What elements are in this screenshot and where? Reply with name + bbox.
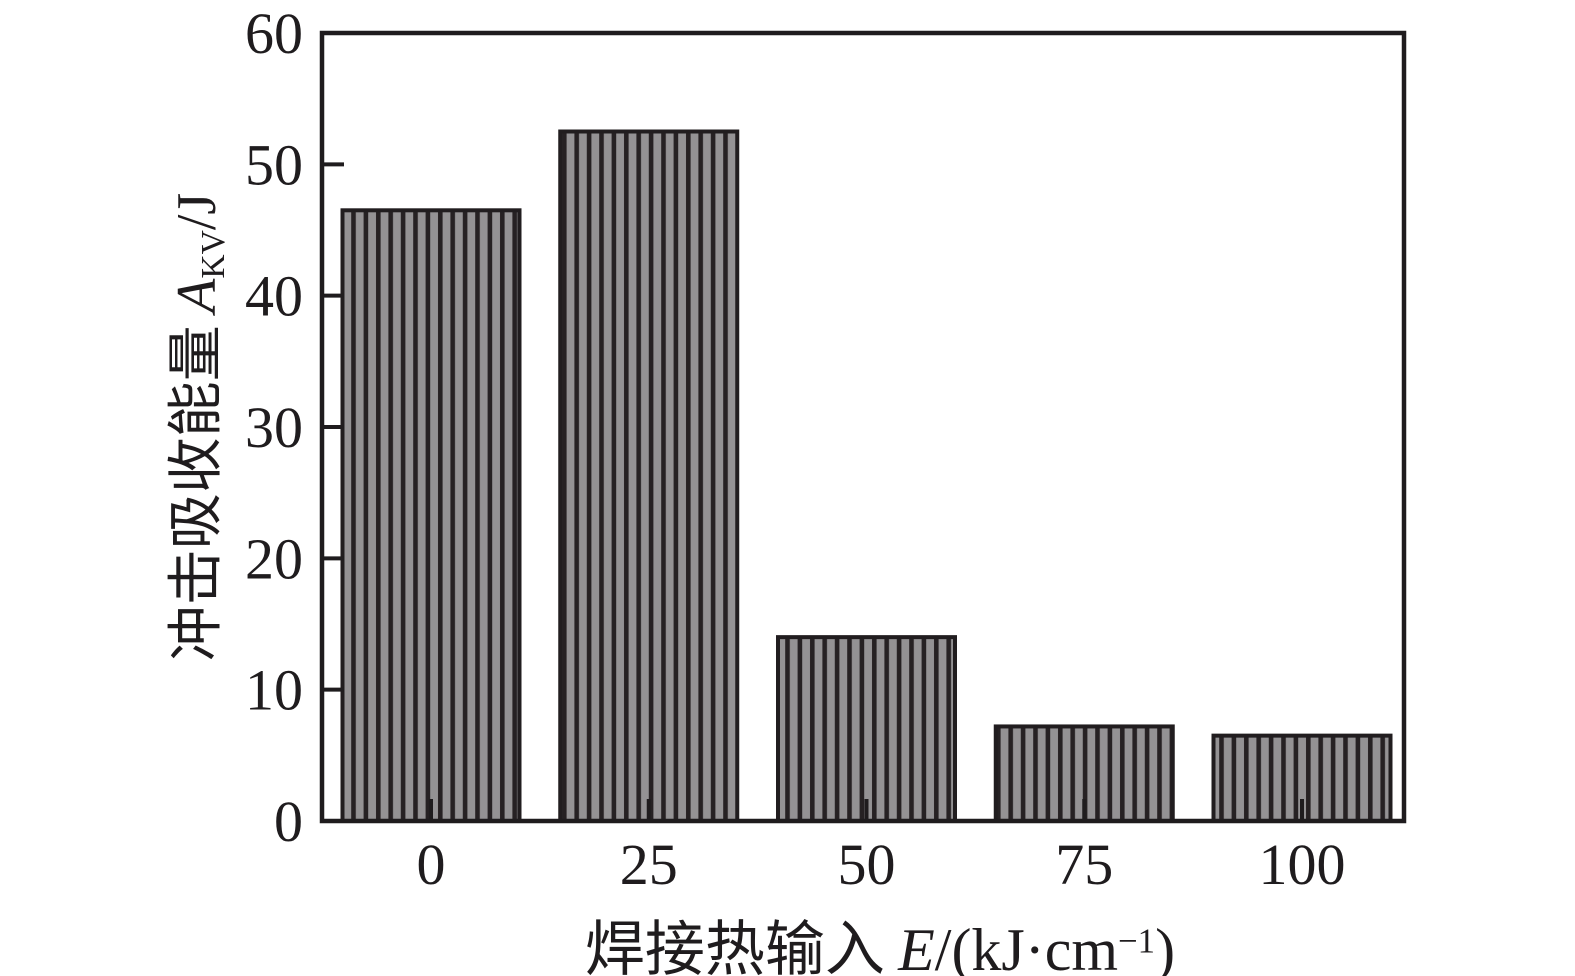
y-tick-label: 40 bbox=[245, 264, 303, 329]
y-axis-subscript: KV bbox=[195, 230, 233, 279]
x-axis-unit-exponent: −1 bbox=[1118, 921, 1156, 961]
x-tick-label: 25 bbox=[620, 832, 678, 897]
y-axis-title-text: 冲击吸收能量 bbox=[165, 325, 228, 662]
x-tick-label: 75 bbox=[1055, 832, 1113, 897]
bar bbox=[558, 129, 740, 823]
y-axis-title: 冲击吸收能量 AKV/J bbox=[151, 193, 233, 661]
x-tick-label: 100 bbox=[1259, 832, 1346, 897]
x-axis-title: 焊接热输入 E/(kJ·cm−1) bbox=[585, 901, 1175, 976]
bar bbox=[340, 208, 522, 824]
y-axis-unit: /J bbox=[165, 192, 228, 231]
y-tick-label: 0 bbox=[274, 789, 303, 854]
x-tick-label: 0 bbox=[417, 832, 446, 897]
y-tick-label: 60 bbox=[245, 1, 303, 66]
x-tick-label: 50 bbox=[838, 832, 896, 897]
x-axis-unit-post: ) bbox=[1155, 917, 1176, 976]
bar bbox=[776, 635, 957, 824]
x-axis-title-text: 焊接热输入 bbox=[584, 917, 885, 976]
x-axis-variable: E bbox=[898, 917, 935, 976]
y-axis-variable: A bbox=[165, 278, 228, 313]
y-tick-label: 20 bbox=[245, 526, 303, 591]
y-tick-label: 10 bbox=[245, 658, 303, 723]
y-tick-label: 30 bbox=[245, 395, 303, 460]
y-tick-label: 50 bbox=[245, 132, 303, 197]
plot-frame bbox=[319, 30, 1407, 824]
x-axis-unit-pre: /(kJ·cm bbox=[934, 917, 1119, 976]
